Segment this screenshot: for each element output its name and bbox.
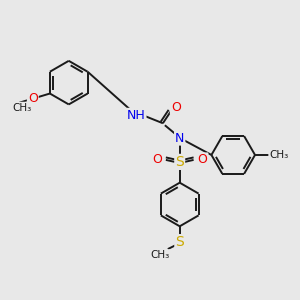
Text: CH₃: CH₃: [269, 150, 288, 160]
Text: S: S: [175, 235, 184, 249]
Text: O: O: [171, 101, 181, 114]
Text: NH: NH: [127, 109, 146, 122]
Text: O: O: [198, 153, 207, 167]
Text: CH₃: CH₃: [13, 103, 32, 112]
Text: S: S: [175, 155, 184, 169]
Text: N: N: [175, 132, 184, 145]
Text: O: O: [152, 153, 162, 167]
Text: O: O: [28, 92, 38, 105]
Text: CH₃: CH₃: [150, 250, 170, 260]
